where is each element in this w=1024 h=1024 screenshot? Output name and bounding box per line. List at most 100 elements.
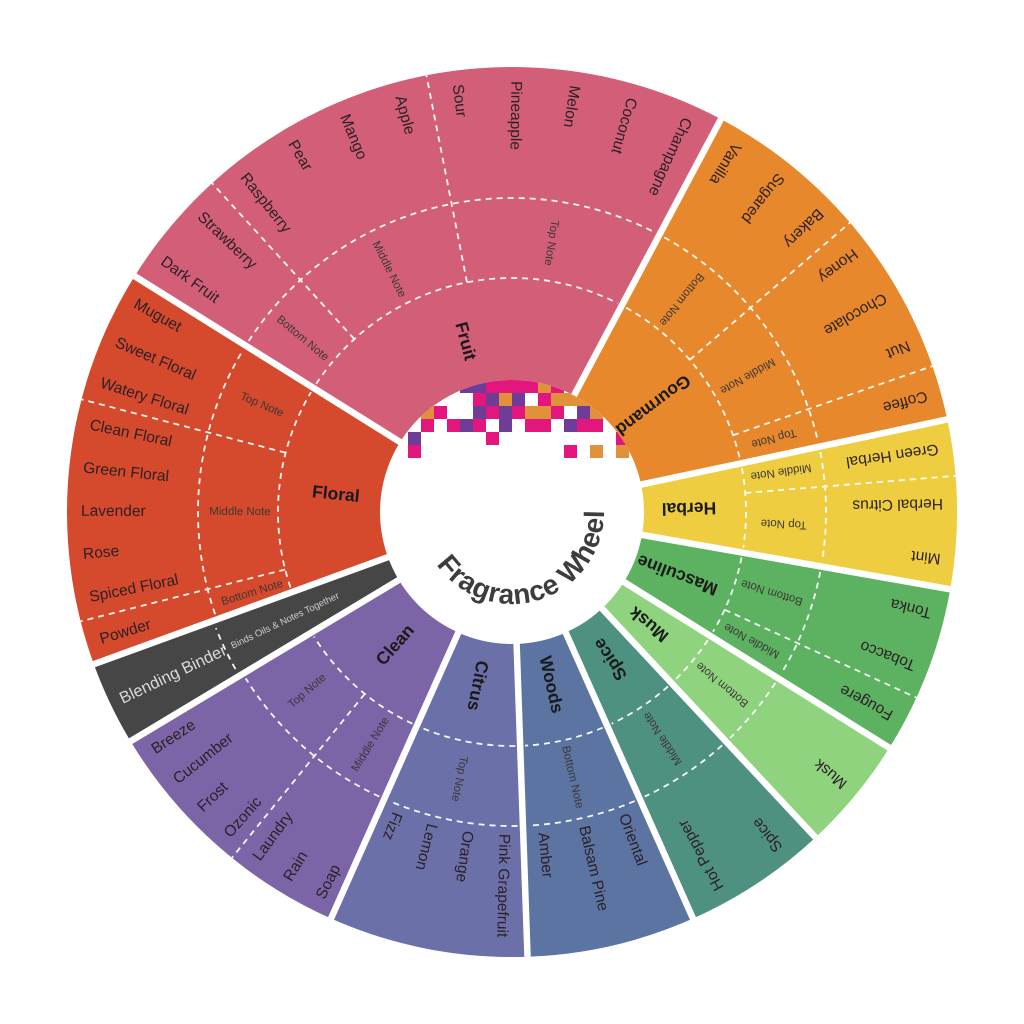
segment-musk: [597, 578, 890, 838]
group-divider: [81, 398, 286, 454]
mosaic-square: [499, 380, 512, 393]
item-label-pink-grapefruit: Pink Grapefruit: [493, 834, 512, 938]
mosaic-square: [577, 406, 590, 419]
mosaic-square: [538, 393, 551, 406]
band-arc: [315, 277, 618, 385]
mosaic-square: [512, 380, 525, 393]
segment-spice: [562, 603, 816, 919]
group-divider: [745, 474, 956, 494]
mosaic-square: [486, 393, 499, 406]
mosaic-square: [551, 393, 564, 406]
band-arc: [644, 744, 723, 798]
mosaic-square: [486, 406, 499, 419]
segment-citrus: [331, 626, 528, 958]
mosaic-square: [408, 445, 421, 458]
mosaic-square: [538, 406, 551, 419]
category-label-floral: Floral: [311, 481, 360, 506]
mosaic-square: [590, 419, 603, 432]
mosaic-square: [616, 445, 629, 458]
mosaic-square: [512, 393, 525, 406]
band-arc: [674, 639, 709, 681]
item-label-amber: Amber: [534, 832, 555, 879]
item-label-pineapple: Pineapple: [507, 81, 525, 150]
band-arc: [740, 467, 747, 548]
item-label-rose: Rose: [82, 543, 120, 563]
band-arc: [215, 627, 237, 670]
segment-floral: [67, 276, 406, 665]
mosaic-square: [434, 406, 447, 419]
mosaic-square: [421, 419, 434, 432]
band-arc: [819, 451, 827, 562]
segment-separator: [564, 117, 724, 410]
segment-separator: [512, 629, 531, 957]
band-arc: [663, 236, 819, 442]
mosaic-square: [473, 393, 486, 406]
item-label-herbal-citrus: Herbal Citrus: [852, 495, 943, 514]
segment-separator: [557, 618, 696, 920]
group-divider: [724, 608, 917, 699]
band-arc: [277, 391, 312, 588]
category-label-herbal: Herbal: [662, 498, 717, 519]
segment-separator: [590, 596, 818, 840]
note-label-middle-note: Middle Note: [209, 506, 270, 518]
mosaic-square: [538, 419, 551, 432]
segment-separator: [128, 569, 413, 744]
note-label-top-note: Top Note: [760, 517, 807, 531]
segment-masculine: [618, 533, 951, 748]
band-arc: [420, 726, 516, 747]
band-arc: [244, 677, 380, 798]
group-divider: [231, 693, 366, 859]
mosaic-square: [499, 419, 512, 432]
mosaic-square: [577, 419, 590, 432]
group-divider: [689, 221, 851, 361]
band-arc: [247, 197, 655, 342]
band-arc: [611, 685, 669, 725]
mosaic-square: [551, 406, 564, 419]
segment-woods: [516, 626, 693, 957]
mosaic-square: [525, 419, 538, 432]
mosaic-square: [486, 380, 499, 393]
item-label-mint: Mint: [910, 547, 942, 567]
mosaic-square: [590, 445, 603, 458]
band-arc: [712, 557, 743, 633]
wedges-layer: [67, 67, 958, 958]
mosaic-square: [473, 406, 486, 419]
segment-separator: [610, 571, 892, 751]
segment-separator: [328, 618, 467, 920]
group-divider: [732, 365, 933, 437]
mosaic-square: [473, 419, 486, 432]
band-arc: [729, 682, 777, 739]
group-divider: [80, 568, 286, 623]
center-circle: [380, 380, 644, 644]
mosaic-square: [486, 432, 499, 445]
segment-clean: [130, 576, 462, 919]
segment-separator: [132, 273, 414, 453]
mosaic-square: [499, 393, 512, 406]
mosaic-square: [499, 406, 512, 419]
mosaic-square: [564, 419, 577, 432]
band-arc: [313, 636, 413, 725]
item-label-orange: Orange: [452, 830, 476, 884]
group-divider: [425, 75, 468, 283]
segment-separator: [92, 549, 403, 668]
segment-separators-layer: [92, 117, 951, 957]
band-arc: [780, 571, 822, 675]
mosaic-square: [525, 406, 538, 419]
mosaic-square: [564, 445, 577, 458]
mosaic-square: [564, 393, 577, 406]
group-divider: [211, 182, 355, 340]
mosaic-square: [525, 380, 538, 393]
item-label-lavender: Lavender: [81, 503, 146, 520]
mosaic-square: [408, 432, 421, 445]
mosaic-square: [512, 406, 525, 419]
mosaic-square: [460, 419, 473, 432]
mosaic-square: [447, 419, 460, 432]
item-label-melon: Melon: [560, 84, 583, 128]
segment-separator: [626, 416, 948, 491]
band-arc: [525, 726, 604, 747]
item-label-sour: Sour: [449, 83, 470, 118]
segment-blending-binder: [93, 554, 405, 742]
band-arc: [528, 800, 636, 827]
